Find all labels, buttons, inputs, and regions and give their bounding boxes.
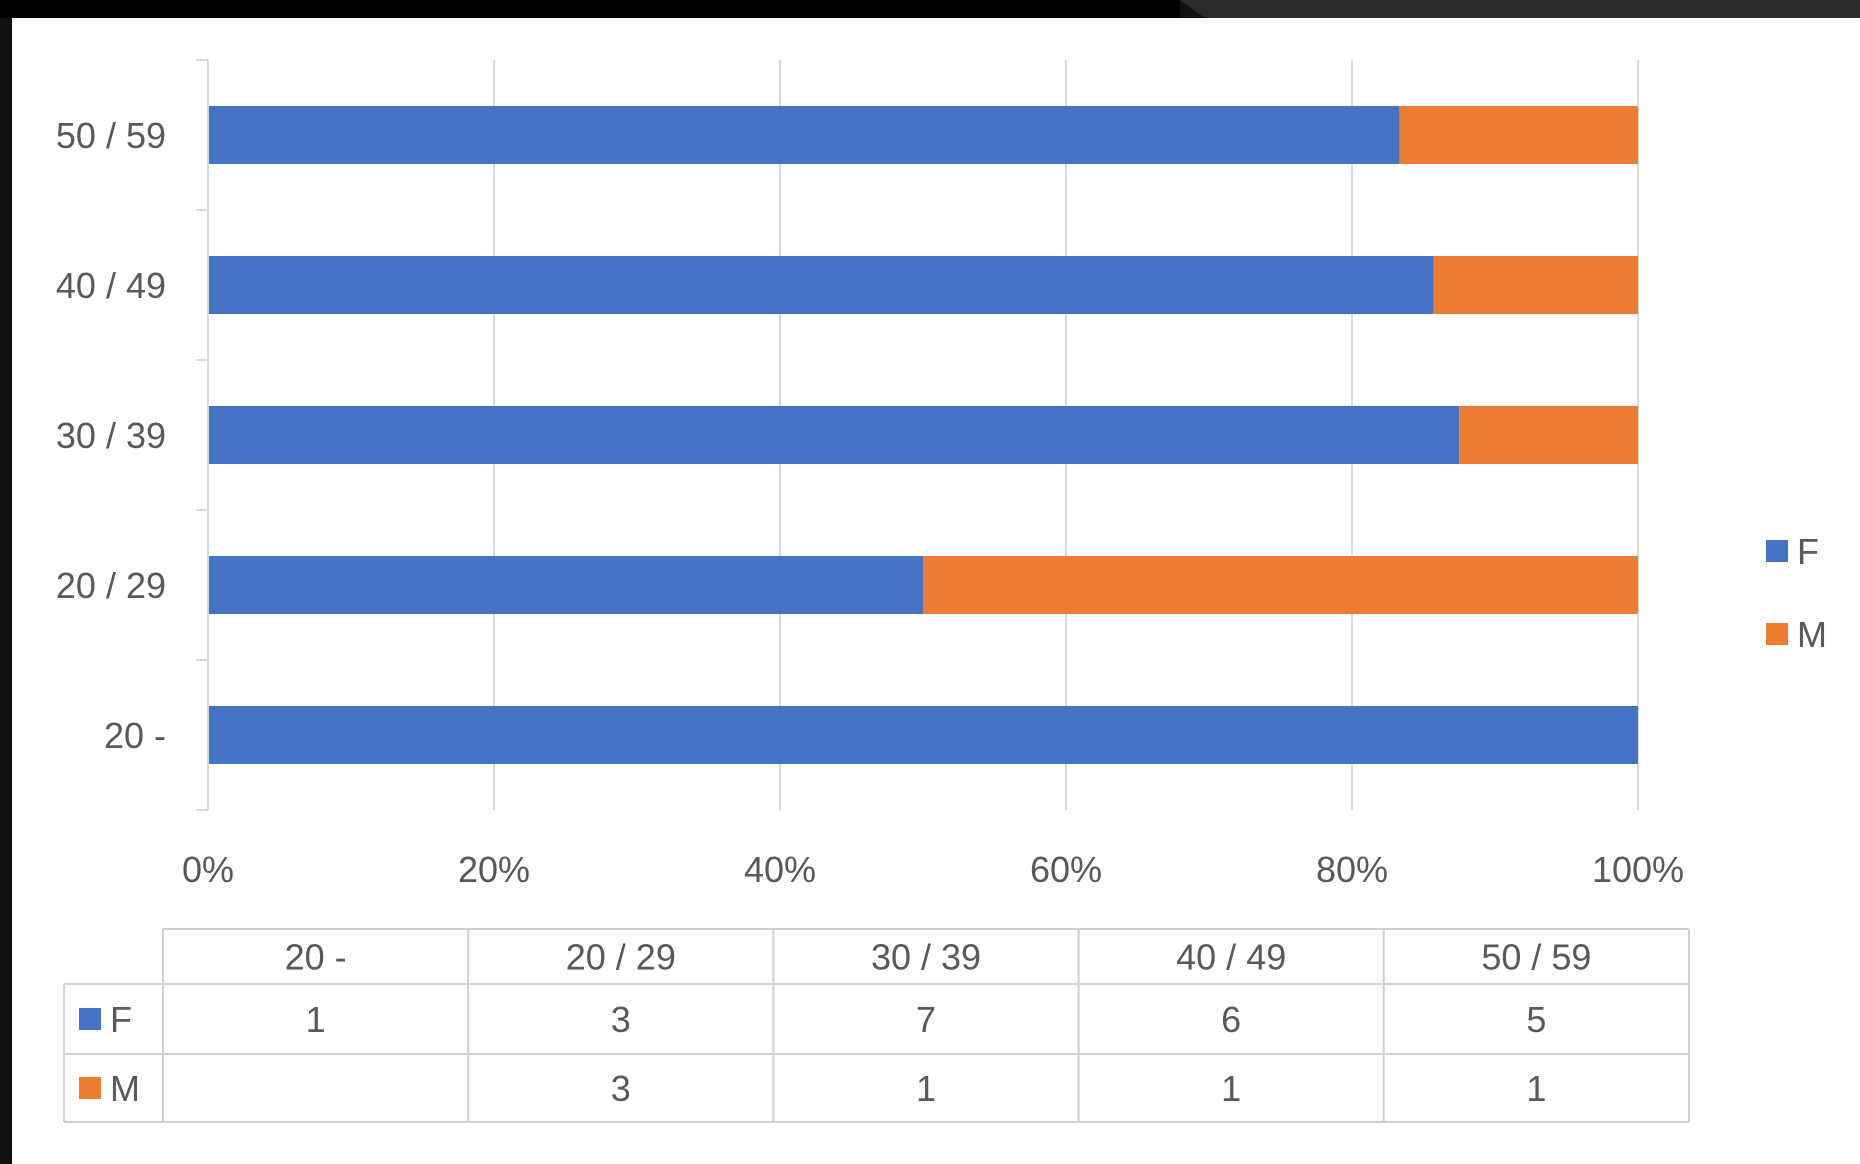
category-label-50-59: 50 / 59 [56, 115, 166, 156]
table-cell-f-30-39: 7 [916, 999, 936, 1040]
x-tick-label-80: 80% [1316, 849, 1388, 890]
bar-m-50-59 [1399, 106, 1638, 164]
legend-label-m: M [1797, 614, 1827, 655]
bar-f-20 [208, 706, 1638, 764]
category-label-20-29: 20 / 29 [56, 565, 166, 606]
top-gray-tab [1180, 0, 1860, 18]
x-tick-label-100: 100% [1592, 849, 1684, 890]
table-cell-m-20-29: 3 [611, 1068, 631, 1109]
bar-f-50-59 [208, 106, 1400, 164]
bar-f-30-39 [208, 406, 1460, 464]
legend-swatch-f [1766, 540, 1788, 562]
axes: 0% 20% 40% 60% 80% 100% 20 - 20 / 29 30 / 39 40 /… [56, 59, 1684, 890]
top-dark-bar [0, 0, 1180, 18]
legend-swatch-m [1766, 623, 1788, 645]
table-header-40-49: 40 / 49 [1176, 937, 1286, 978]
x-tick-label-20: 20% [458, 849, 530, 890]
table-header-20-29: 20 / 29 [566, 937, 676, 978]
table-legend-key-f [79, 1008, 101, 1030]
legend: FM [1766, 531, 1827, 655]
table-header-20: 20 - [285, 937, 347, 978]
x-tick-label-60: 60% [1030, 849, 1102, 890]
x-tick-label-0: 0% [182, 849, 234, 890]
table-cell-f-20: 1 [306, 999, 326, 1040]
table-cell-m-40-49: 1 [1221, 1068, 1241, 1109]
table-series-label-f: F [110, 999, 132, 1040]
category-label-40-49: 40 / 49 [56, 265, 166, 306]
bar-m-30-39 [1459, 406, 1638, 464]
table-legend-key-m [79, 1077, 101, 1099]
table-series-label-m: M [110, 1068, 140, 1109]
table-cell-m-30-39: 1 [916, 1068, 936, 1109]
table-cell-f-50-59: 5 [1526, 999, 1546, 1040]
bar-f-40-49 [208, 256, 1434, 314]
category-label-20: 20 - [104, 715, 166, 756]
category-label-30-39: 30 / 39 [56, 415, 166, 456]
legend-label-f: F [1797, 531, 1819, 572]
x-tick-label-40: 40% [744, 849, 816, 890]
bar-m-20-29 [923, 556, 1638, 614]
table-cell-f-40-49: 6 [1221, 999, 1241, 1040]
bars [208, 106, 1638, 764]
bar-f-20-29 [208, 556, 923, 614]
data-table: 20 - 20 / 29 30 / 39 40 / 49 50 / 59 F 1 3 7 6 5 M 3… [63, 928, 1690, 1123]
table-header-50-59: 50 / 59 [1481, 937, 1591, 978]
table-header-30-39: 30 / 39 [871, 937, 981, 978]
table-cell-m-50-59: 1 [1526, 1068, 1546, 1109]
table-cell-f-20-29: 3 [611, 999, 631, 1040]
bar-m-40-49 [1433, 256, 1638, 314]
